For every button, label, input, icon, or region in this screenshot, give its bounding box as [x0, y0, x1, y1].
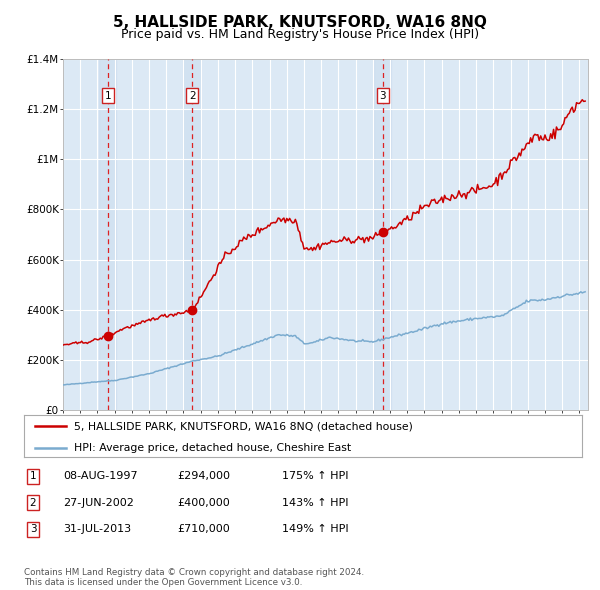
Bar — [99, 59, 116, 410]
Text: 3: 3 — [29, 525, 37, 534]
Text: 5, HALLSIDE PARK, KNUTSFORD, WA16 8NQ (detached house): 5, HALLSIDE PARK, KNUTSFORD, WA16 8NQ (d… — [74, 421, 413, 431]
Text: £294,000: £294,000 — [177, 471, 230, 481]
Bar — [374, 59, 391, 410]
Text: 31-JUL-2013: 31-JUL-2013 — [63, 525, 131, 534]
Text: 2: 2 — [29, 498, 37, 507]
Text: £400,000: £400,000 — [177, 498, 230, 507]
Text: HPI: Average price, detached house, Cheshire East: HPI: Average price, detached house, Ches… — [74, 443, 352, 453]
Text: 1: 1 — [29, 471, 37, 481]
Bar — [184, 59, 201, 410]
Text: 143% ↑ HPI: 143% ↑ HPI — [282, 498, 349, 507]
Text: 3: 3 — [380, 91, 386, 101]
Text: 1: 1 — [104, 91, 111, 101]
Text: £710,000: £710,000 — [177, 525, 230, 534]
Text: 2: 2 — [189, 91, 196, 101]
Text: 175% ↑ HPI: 175% ↑ HPI — [282, 471, 349, 481]
Text: 5, HALLSIDE PARK, KNUTSFORD, WA16 8NQ: 5, HALLSIDE PARK, KNUTSFORD, WA16 8NQ — [113, 15, 487, 30]
Text: 149% ↑ HPI: 149% ↑ HPI — [282, 525, 349, 534]
Text: Contains HM Land Registry data © Crown copyright and database right 2024.
This d: Contains HM Land Registry data © Crown c… — [24, 568, 364, 587]
Text: 27-JUN-2002: 27-JUN-2002 — [63, 498, 134, 507]
Text: 08-AUG-1997: 08-AUG-1997 — [63, 471, 137, 481]
Text: Price paid vs. HM Land Registry's House Price Index (HPI): Price paid vs. HM Land Registry's House … — [121, 28, 479, 41]
